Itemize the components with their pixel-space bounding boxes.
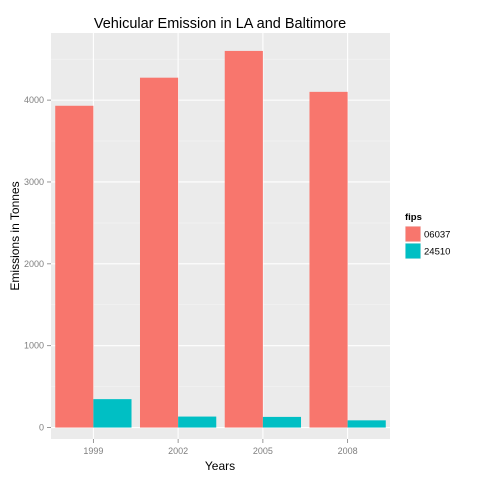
bar-06037-2008 xyxy=(309,91,348,428)
legend-label: 24510 xyxy=(424,247,450,258)
bar-06037-1999 xyxy=(55,105,94,428)
x-tick-label: 1999 xyxy=(83,446,103,456)
bar-24510-2005 xyxy=(262,416,302,428)
bars xyxy=(55,50,386,428)
x-axis-title: Years xyxy=(205,459,235,473)
y-tick-label: 4000 xyxy=(24,95,44,105)
legend-label: 06037 xyxy=(424,230,450,241)
y-axis-title: Emissions in Tonnes xyxy=(8,181,22,290)
bar-24510-2002 xyxy=(178,416,217,428)
bar-06037-2005 xyxy=(224,50,263,428)
y-tick-label: 0 xyxy=(39,423,44,433)
y-tick-label: 2000 xyxy=(24,259,44,269)
bar-06037-2002 xyxy=(139,77,179,428)
legend-swatch xyxy=(405,226,421,242)
y-axis-ticks: 0 1000 2000 3000 4000 xyxy=(24,95,51,433)
y-tick-label: 3000 xyxy=(24,177,44,187)
x-tick-label: 2002 xyxy=(168,446,188,456)
bar-24510-1999 xyxy=(93,399,132,428)
legend-title: fips xyxy=(405,212,422,223)
chart-title: Vehicular Emission in LA and Baltimore xyxy=(94,16,346,32)
x-tick-label: 2008 xyxy=(338,446,358,456)
legend: fips 06037 24510 xyxy=(405,212,450,259)
y-tick-label: 1000 xyxy=(24,341,44,351)
legend-swatch xyxy=(405,243,421,259)
bar-24510-2008 xyxy=(347,420,386,428)
x-tick-label: 2005 xyxy=(253,446,273,456)
x-axis-ticks: 1999 2002 2005 2008 xyxy=(83,439,358,456)
